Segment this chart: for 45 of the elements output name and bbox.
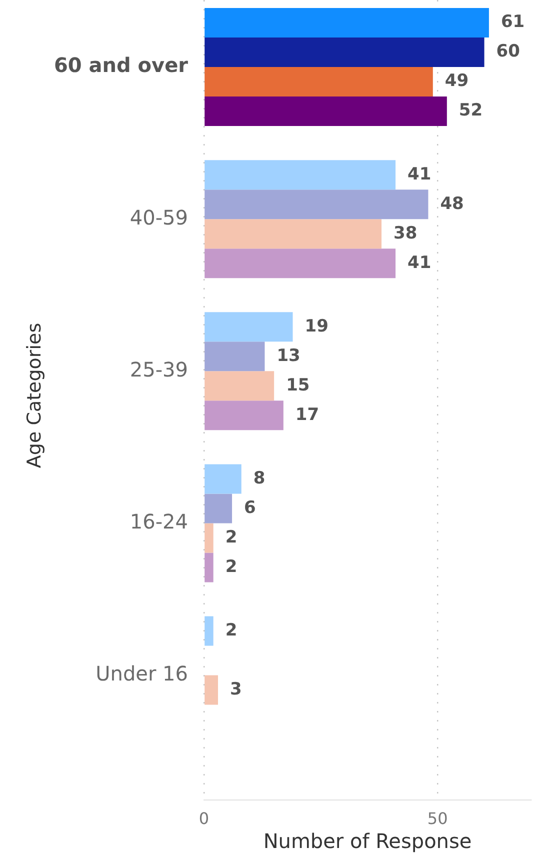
data-label: 52 (458, 100, 483, 121)
bar (204, 219, 382, 249)
bar (204, 190, 428, 220)
bar (204, 38, 484, 68)
data-label: 41 (408, 252, 432, 273)
data-label: 2 (225, 527, 238, 548)
data-label: 15 (286, 375, 310, 396)
y-tick-label: 25-39 (130, 357, 188, 382)
data-label: 2 (225, 556, 238, 577)
y-axis-title: Age Categories (23, 322, 46, 468)
y-tick-label: 40-59 (130, 205, 188, 230)
data-label: 61 (500, 12, 525, 32)
x-tick-label: 50 (427, 808, 448, 828)
bar (204, 494, 232, 524)
data-label: 38 (394, 223, 418, 244)
bar (204, 464, 242, 494)
x-axis-title: Number of Response (263, 829, 472, 854)
data-label: 41 (408, 164, 432, 184)
bar (204, 96, 447, 126)
data-label: 19 (304, 316, 328, 336)
data-label: 48 (440, 194, 464, 214)
data-label: 13 (276, 346, 300, 366)
bar (204, 67, 433, 97)
bar (204, 371, 274, 401)
x-tick-label: 0 (198, 808, 210, 828)
bar (204, 616, 214, 646)
bar (204, 8, 489, 38)
data-label: 2 (225, 620, 238, 640)
y-tick-label: 60 and over (54, 53, 188, 78)
bar (204, 523, 214, 553)
bar (204, 342, 265, 372)
data-label: 6 (244, 498, 256, 518)
bar (204, 552, 214, 582)
bar (204, 248, 396, 278)
bar (204, 400, 284, 430)
y-tick-label: Under 16 (96, 662, 188, 686)
data-label: 17 (295, 404, 320, 425)
data-label: 3 (230, 679, 242, 700)
data-label: 8 (253, 468, 266, 488)
bar (204, 160, 396, 190)
bar (204, 312, 293, 342)
data-label: 49 (444, 71, 469, 92)
data-label: 60 (496, 42, 520, 62)
bar (204, 675, 218, 705)
y-tick-label: 16-24 (130, 509, 188, 534)
